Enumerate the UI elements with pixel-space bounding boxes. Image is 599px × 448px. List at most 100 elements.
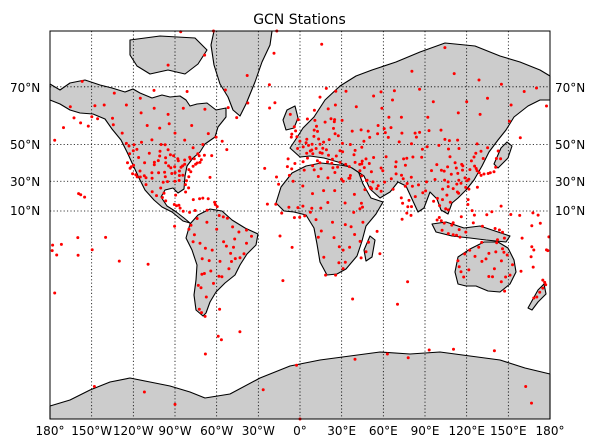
station-point xyxy=(486,146,490,150)
station-point xyxy=(464,185,468,189)
station-point xyxy=(190,124,194,127)
station-point xyxy=(53,291,57,295)
station-point xyxy=(463,252,467,256)
station-point xyxy=(157,171,161,175)
station-point xyxy=(189,170,193,174)
station-point xyxy=(334,154,338,158)
station-point xyxy=(327,138,331,142)
station-point xyxy=(173,165,177,169)
station-point xyxy=(312,134,316,138)
station-point xyxy=(199,158,203,162)
map-axes xyxy=(49,29,551,421)
station-point xyxy=(145,124,149,127)
station-point xyxy=(316,235,320,239)
station-point xyxy=(396,302,399,306)
station-point xyxy=(333,132,337,136)
station-point xyxy=(477,78,481,82)
station-point xyxy=(442,169,446,173)
station-point xyxy=(349,225,353,229)
station-point xyxy=(163,175,167,179)
station-point xyxy=(169,166,173,170)
station-point xyxy=(245,74,249,77)
lat-label-right-70: 70°N xyxy=(555,81,585,95)
station-point xyxy=(212,281,215,285)
station-point xyxy=(214,135,218,139)
station-point xyxy=(403,163,407,167)
station-point xyxy=(302,168,306,172)
station-point xyxy=(439,168,443,172)
station-point xyxy=(508,273,512,277)
station-point xyxy=(467,268,471,272)
station-point xyxy=(210,154,214,158)
station-point xyxy=(319,167,323,171)
station-point xyxy=(389,126,393,130)
lon-label-90w: 90°W xyxy=(158,424,191,438)
station-point xyxy=(261,388,265,392)
station-point xyxy=(268,106,272,110)
station-point xyxy=(96,117,100,121)
station-point xyxy=(323,120,327,124)
station-point xyxy=(311,192,314,196)
station-point xyxy=(509,103,513,107)
station-point xyxy=(333,103,337,107)
station-point xyxy=(235,116,239,120)
station-point xyxy=(435,163,439,167)
station-point xyxy=(326,160,329,164)
station-point xyxy=(166,148,170,152)
station-point xyxy=(242,252,246,256)
station-point xyxy=(324,148,328,152)
station-point xyxy=(305,137,309,141)
station-point xyxy=(306,156,309,160)
station-point xyxy=(466,203,470,206)
station-point xyxy=(348,245,352,249)
station-point xyxy=(50,249,54,253)
station-point xyxy=(487,275,491,278)
station-point xyxy=(470,209,474,213)
station-point xyxy=(220,275,224,279)
station-point xyxy=(465,179,469,183)
lat-label-left-70: 70°N xyxy=(10,81,40,95)
station-point xyxy=(440,228,444,232)
australia-landmass xyxy=(454,241,517,293)
station-point xyxy=(72,116,76,120)
station-point xyxy=(320,42,324,46)
station-point xyxy=(225,148,229,152)
station-point xyxy=(536,213,540,217)
station-point xyxy=(250,234,253,238)
station-point xyxy=(382,127,386,131)
station-point xyxy=(405,182,409,185)
station-point xyxy=(229,251,233,255)
station-point xyxy=(318,95,322,99)
station-point xyxy=(134,173,138,177)
station-point xyxy=(142,390,146,394)
station-point xyxy=(433,178,437,181)
station-point xyxy=(203,53,207,57)
station-point xyxy=(450,223,454,227)
station-point xyxy=(447,147,450,151)
station-point xyxy=(499,259,503,263)
station-point xyxy=(191,240,195,244)
station-point xyxy=(447,139,451,143)
map-title: GCN Stations xyxy=(253,12,346,28)
station-point xyxy=(446,232,450,236)
station-point xyxy=(203,107,207,111)
station-point xyxy=(163,170,167,174)
station-point xyxy=(166,180,169,184)
station-point xyxy=(201,196,205,200)
station-point xyxy=(465,100,469,104)
station-point xyxy=(319,206,323,210)
station-point xyxy=(441,198,444,202)
station-point xyxy=(138,96,142,100)
station-point xyxy=(181,173,185,177)
station-point xyxy=(372,94,376,98)
station-point xyxy=(464,230,468,234)
station-point xyxy=(504,275,508,279)
station-point xyxy=(522,90,526,93)
lon-label-150e: 150°E xyxy=(490,424,527,438)
station-point xyxy=(161,180,165,184)
station-point xyxy=(213,203,217,206)
station-point xyxy=(221,215,225,219)
south-america-landmass xyxy=(185,208,259,317)
station-point xyxy=(341,248,345,252)
station-point xyxy=(418,87,422,91)
